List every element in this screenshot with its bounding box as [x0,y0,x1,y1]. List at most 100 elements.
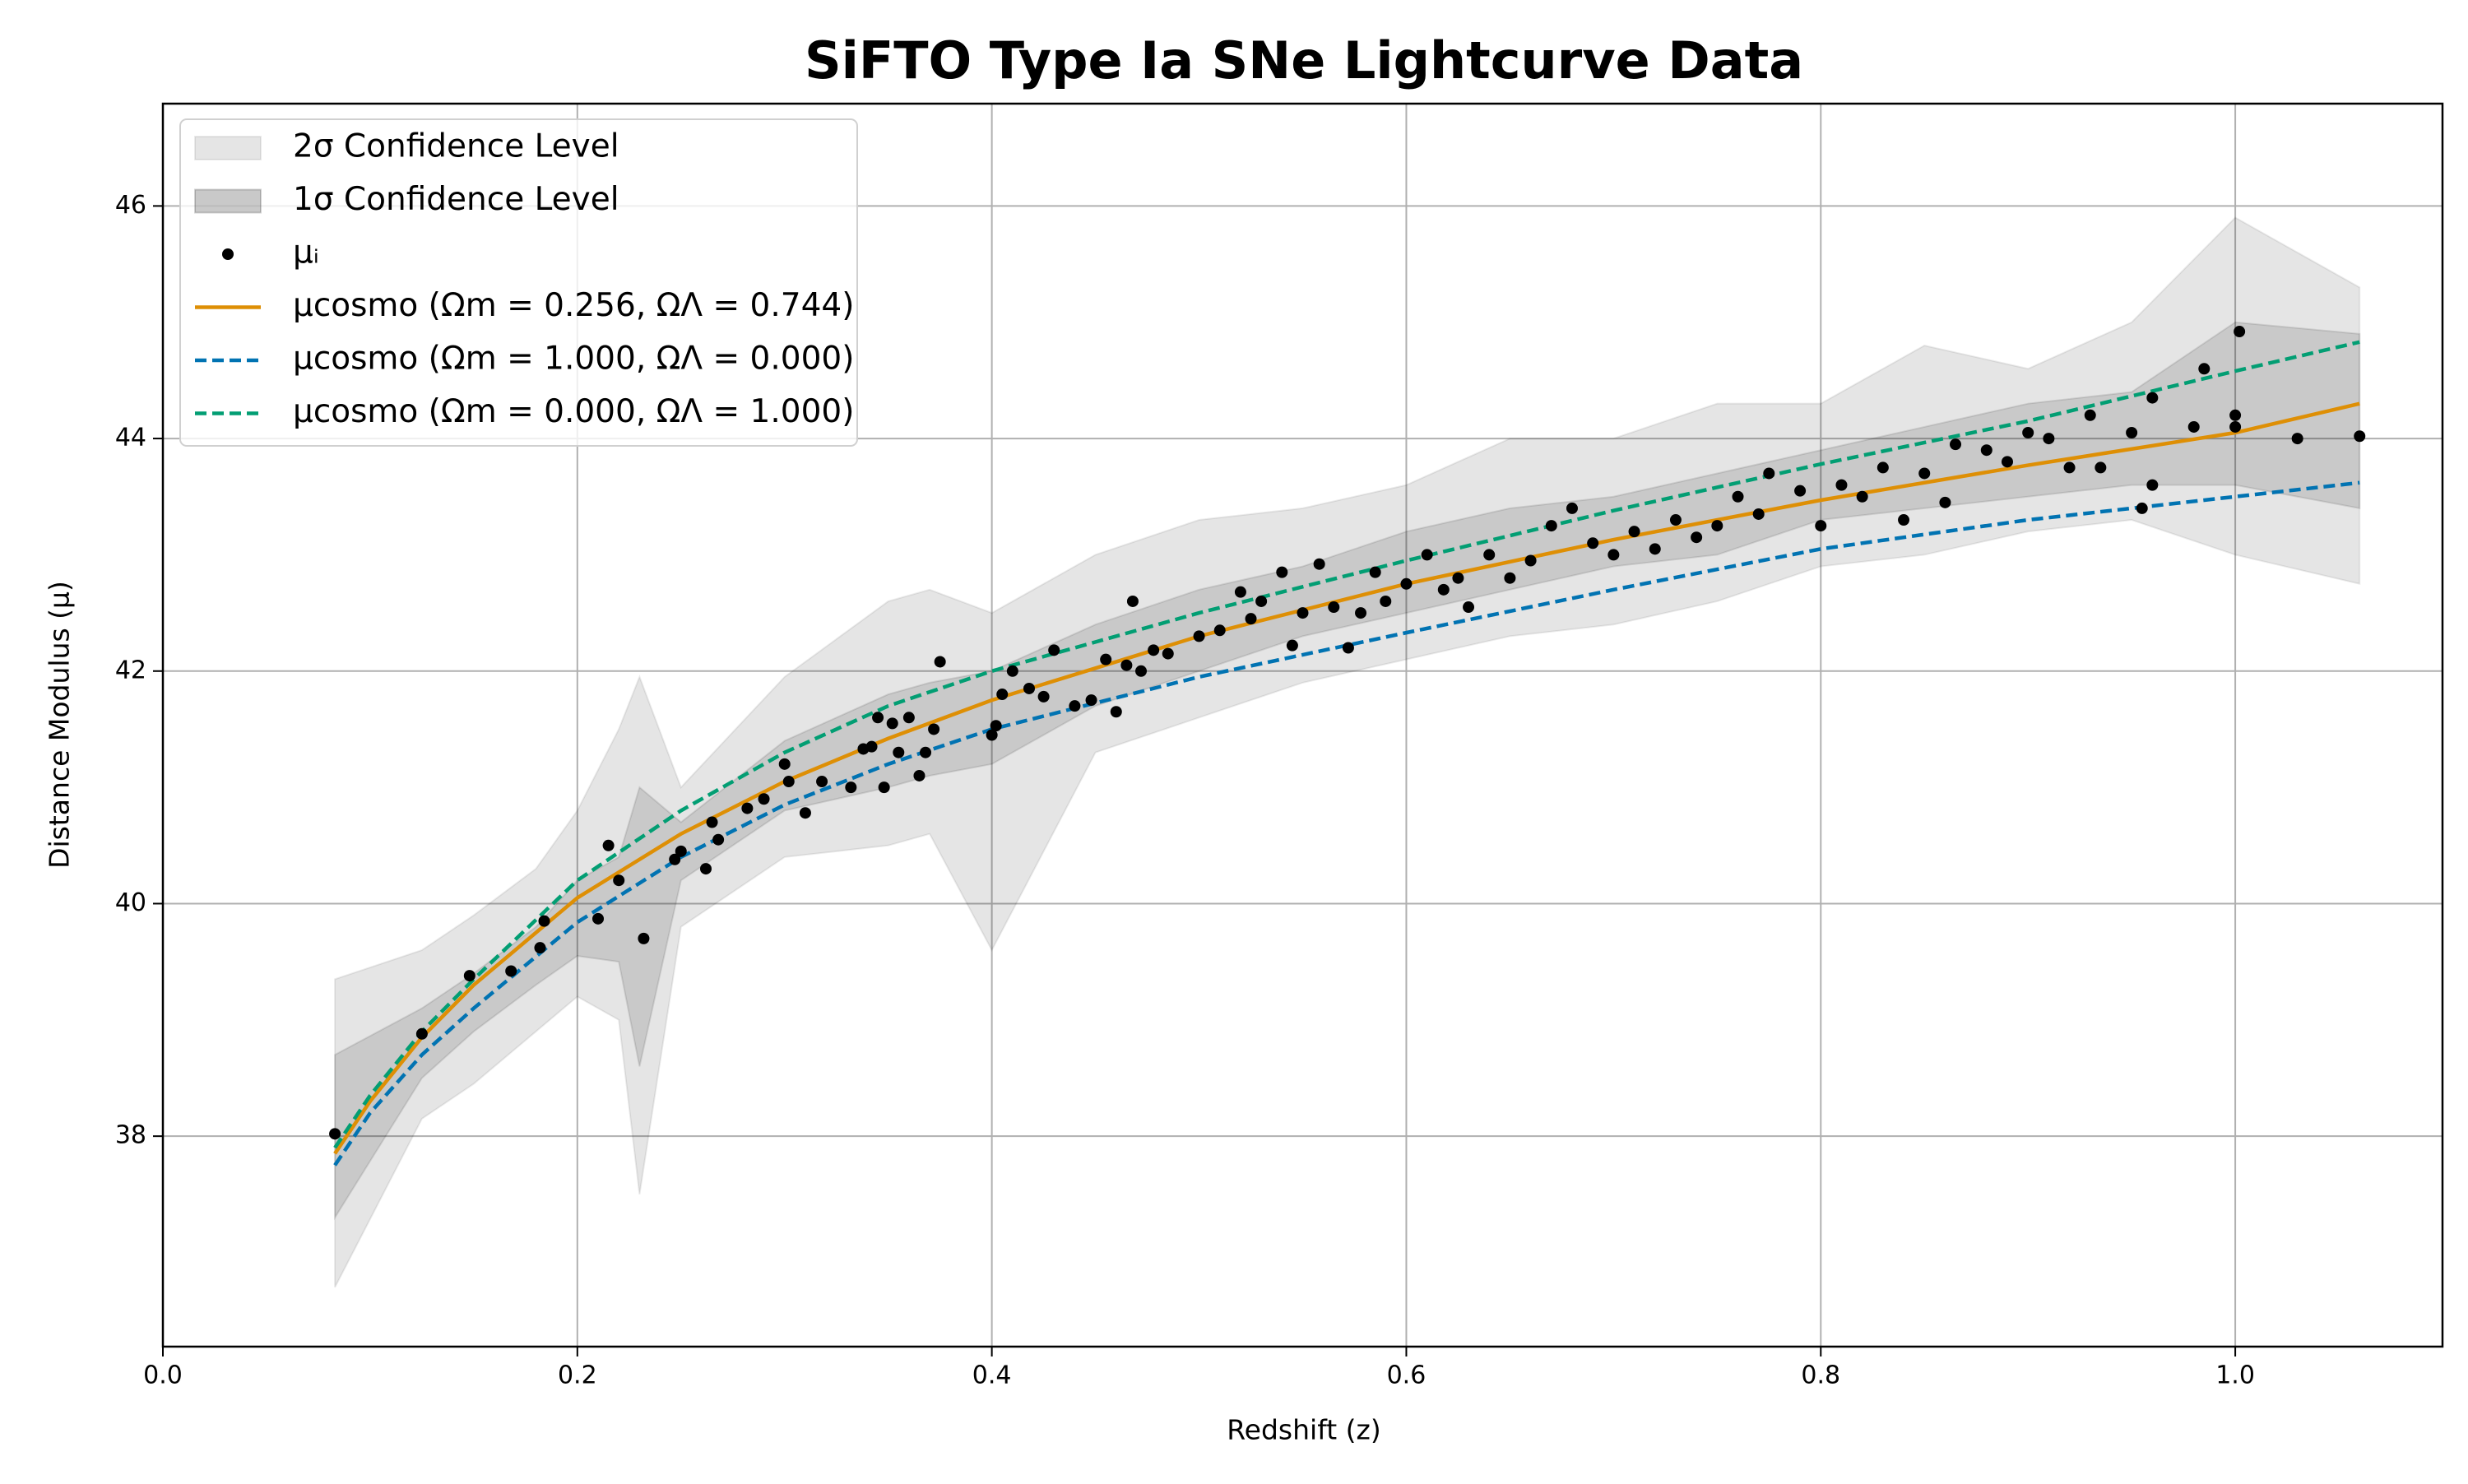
y-axis-label: Distance Modulus (μ) [44,581,76,869]
data-point [2022,427,2034,439]
data-point [1732,490,1744,503]
data-point [878,781,890,794]
data-point [1504,572,1516,584]
data-point [613,874,625,887]
data-point [1069,700,1081,712]
data-point [2095,461,2107,474]
data-point [1877,461,1889,474]
data-point [1369,566,1381,578]
data-point [1255,595,1268,607]
y-tick-label: 40 [115,888,146,917]
data-point [1148,644,1160,656]
data-point [1752,508,1765,520]
data-point [2063,461,2076,474]
legend-label: μᵢ [293,234,319,271]
data-point [1566,502,1578,514]
data-point [986,729,998,741]
data-point [1162,647,1174,660]
data-point [1691,531,1703,544]
data-point [1607,549,1620,561]
data-point [592,912,605,925]
data-point [2229,409,2242,421]
data-point [1918,467,1931,480]
y-tick-label: 42 [115,656,146,684]
data-point [1328,601,1340,614]
data-point [505,965,517,977]
data-point [865,740,878,753]
data-point [778,758,791,770]
x-tick-label: 0.6 [1387,1361,1427,1390]
data-point [1342,642,1354,654]
data-point [1380,595,1392,607]
data-layer [329,216,2366,1288]
x-tick-label: 0.0 [143,1361,183,1390]
data-point [1587,537,1599,550]
data-point [1126,595,1139,607]
cosmo-line [333,480,2360,1166]
x-tick-label: 1.0 [2215,1361,2255,1390]
legend-label: 2σ Confidence Level [293,128,619,165]
data-point [1245,613,1257,625]
data-point [1110,706,1122,718]
data-point [886,717,898,730]
legend-label: μcosmo (Ωm = 0.256, ΩΛ = 0.744) [293,287,854,324]
data-point [2136,502,2148,514]
data-point [893,746,905,758]
data-point [1085,694,1097,707]
data-point [2043,433,2055,445]
data-point [990,720,1002,732]
data-point [1524,554,1537,567]
chart-title: SiFTO Type Ia SNe Lightcurve Data [805,30,1803,90]
legend-swatch-under [194,188,262,214]
data-point [2001,456,2013,468]
data-point [845,781,857,794]
data-point [2354,430,2366,443]
legend-swatch [194,136,262,160]
data-point [1006,665,1018,677]
data-point [706,816,718,828]
legend: 2σ Confidence Level 1σ Confidence Level μᵢ… [179,118,858,447]
y-tick-label: 44 [115,424,146,452]
data-point [1980,444,1992,457]
data-point [2187,420,2200,433]
x-tick-label: 0.4 [972,1361,1012,1390]
data-point [1794,485,1807,497]
x-tick-label: 0.2 [558,1361,597,1390]
data-point [1234,586,1246,598]
data-point [1483,549,1496,561]
data-point [1276,566,1288,578]
data-point [1048,644,1060,656]
y-tick-label: 38 [115,1121,146,1150]
legend-marker [222,248,234,260]
data-point [920,746,932,758]
x-axis-label: Redshift (z) [1227,1414,1381,1446]
data-point [415,1027,428,1040]
data-point [782,776,795,788]
data-point [534,942,546,954]
data-point [2234,326,2246,338]
data-point [872,712,884,724]
cosmo-line [333,340,2360,1149]
data-point [1421,549,1433,561]
data-point [1763,467,1775,480]
data-point [1649,543,1661,555]
confidence-band [334,321,2361,1221]
data-point [1939,496,1951,508]
data-point [902,712,915,724]
data-point [1400,577,1413,590]
data-point [700,863,712,875]
data-point [1286,639,1298,652]
confidence-band [334,216,2361,1288]
data-point [1023,682,1035,694]
data-point [2084,409,2096,421]
legend-label: 1σ Confidence Level [293,181,619,218]
legend-frame [179,118,858,447]
data-point [669,853,681,865]
data-point [538,915,550,927]
data-point [712,833,725,846]
data-point [1545,520,1557,532]
data-point [758,793,770,805]
data-point [1669,514,1682,526]
